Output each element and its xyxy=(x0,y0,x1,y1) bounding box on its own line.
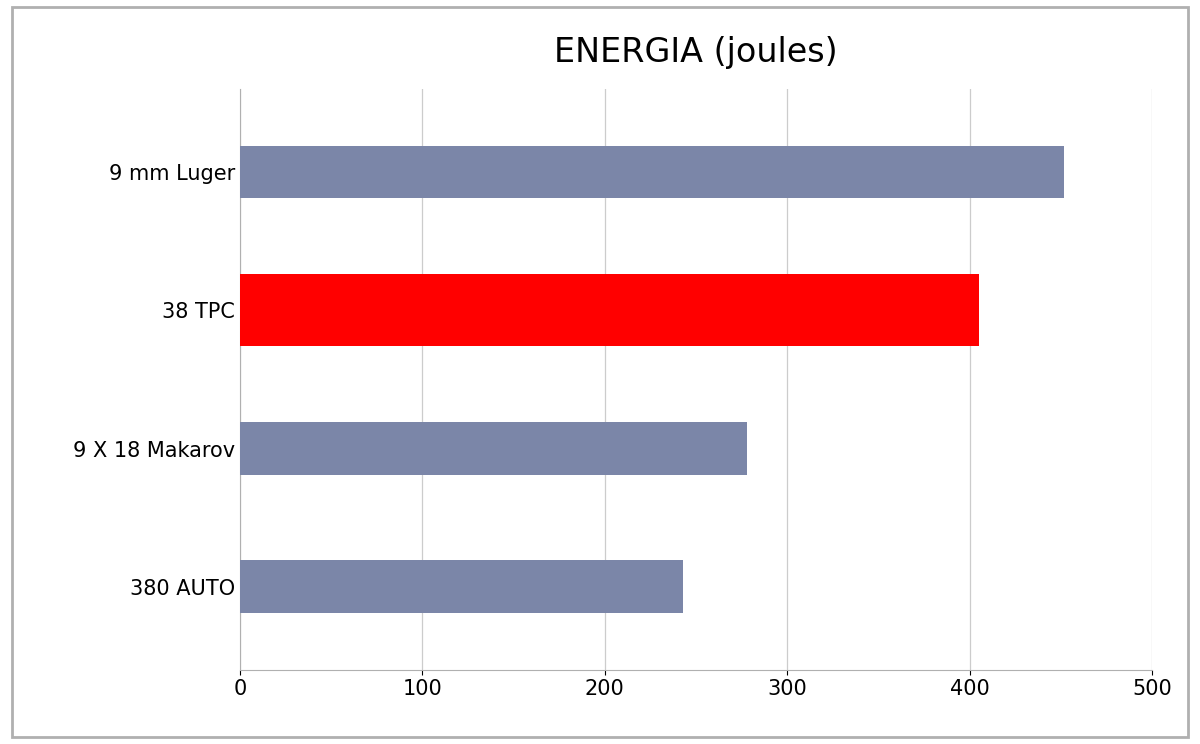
Bar xyxy=(240,560,683,613)
Bar xyxy=(240,146,1064,199)
Bar xyxy=(240,423,748,475)
Title: ENERGIA (joules): ENERGIA (joules) xyxy=(554,36,838,68)
Bar xyxy=(240,275,979,346)
